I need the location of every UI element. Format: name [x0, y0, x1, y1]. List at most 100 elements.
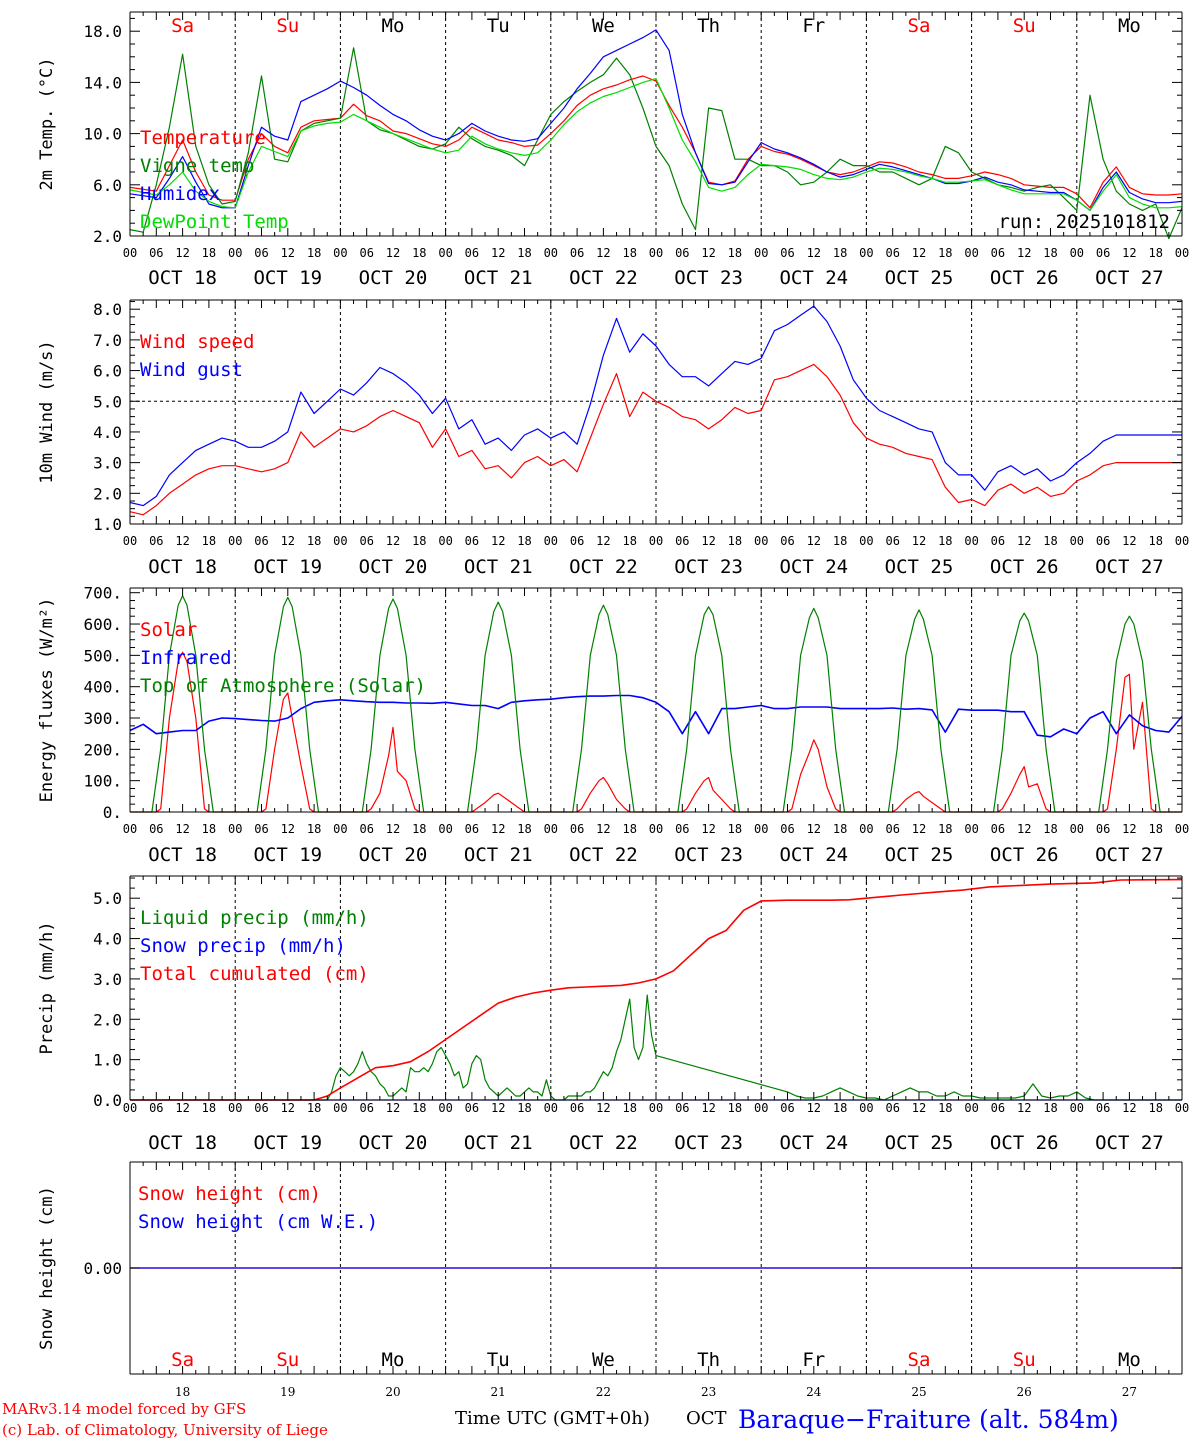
hour-tick-label: 12	[491, 1101, 505, 1115]
hour-tick-label: 00	[649, 822, 663, 836]
hour-tick-label: 12	[912, 1101, 926, 1115]
date-label: OCT 19	[253, 844, 322, 866]
hour-tick-label: 18	[517, 246, 531, 260]
y-tick-label: 400.	[83, 678, 122, 697]
hour-tick-label: 18	[1148, 822, 1162, 836]
day-name-top: Fr	[802, 15, 825, 37]
hour-tick-label: 18	[622, 1101, 636, 1115]
hour-tick-label: 06	[675, 534, 689, 548]
y-tick-label: 6.0	[93, 362, 122, 381]
date-label: OCT 22	[569, 844, 638, 866]
hour-tick-label: 00	[228, 246, 242, 260]
hour-tick-label: 12	[701, 246, 715, 260]
day-number: 23	[701, 1385, 716, 1399]
hour-tick-label: 18	[1148, 246, 1162, 260]
hour-tick-label: 12	[175, 246, 189, 260]
hour-tick-label: 00	[123, 1101, 137, 1115]
hour-tick-label: 12	[807, 534, 821, 548]
date-label: OCT 21	[464, 556, 533, 578]
hour-tick-label: 06	[465, 1101, 479, 1115]
hour-tick-label: 06	[1096, 822, 1110, 836]
hour-tick-label: 00	[1175, 822, 1189, 836]
legend-entry: Wind speed	[140, 331, 254, 353]
credit-line-2: (c) Lab. of Climatology, University of L…	[2, 1421, 328, 1439]
series-line	[129, 47, 1183, 240]
legend-entry: Solar	[140, 619, 197, 641]
hour-tick-label: 12	[807, 1101, 821, 1115]
hour-tick-label: 12	[386, 534, 400, 548]
legend-entry: Temperature	[140, 127, 266, 149]
series-line	[129, 363, 1182, 516]
day-name-bottom: Mo	[382, 1349, 405, 1371]
hour-tick-label: 06	[675, 246, 689, 260]
hour-tick-label: 00	[333, 1101, 347, 1115]
hour-tick-label: 00	[333, 534, 347, 548]
hour-tick-label: 06	[149, 1101, 163, 1115]
grid-layer	[130, 12, 1182, 1374]
hour-tick-label: 00	[859, 822, 873, 836]
date-label: OCT 25	[885, 844, 954, 866]
hour-tick-label: 06	[1096, 246, 1110, 260]
hour-tick-label: 18	[412, 534, 426, 548]
date-label: OCT 26	[990, 1132, 1059, 1154]
hour-tick-label: 18	[1148, 1101, 1162, 1115]
y-tick-label: 300.	[83, 709, 122, 728]
date-label: OCT 24	[779, 267, 848, 289]
hour-tick-label: 00	[1175, 246, 1189, 260]
hour-tick-label: 12	[1017, 246, 1031, 260]
date-label: OCT 27	[1095, 556, 1164, 578]
date-label: OCT 26	[990, 267, 1059, 289]
y-tick-label: 0.	[103, 803, 122, 822]
hour-tick-label: 06	[991, 822, 1005, 836]
hour-tick-label: 06	[465, 246, 479, 260]
date-label: OCT 20	[359, 267, 428, 289]
day-number: 21	[491, 1385, 506, 1399]
hour-tick-label: 06	[885, 822, 899, 836]
hour-tick-label: 18	[728, 534, 742, 548]
hour-tick-label: 18	[833, 822, 847, 836]
hour-tick-label: 18	[938, 246, 952, 260]
y-tick-label: 3.0	[93, 454, 122, 473]
legend-entry: Liquid precip (mm/h)	[140, 907, 369, 929]
y-tick-label: 0.00	[83, 1259, 122, 1278]
date-label: OCT 21	[464, 844, 533, 866]
y-tick-label: 6.0	[93, 176, 122, 195]
hour-tick-label: 12	[491, 246, 505, 260]
hour-tick-label: 06	[359, 1101, 373, 1115]
y-tick-label: 5.0	[93, 889, 122, 908]
date-label: OCT 20	[359, 556, 428, 578]
date-label: OCT 27	[1095, 844, 1164, 866]
hour-tick-label: 18	[728, 1101, 742, 1115]
hour-tick-label: 06	[1096, 534, 1110, 548]
y-tick-label: 3.0	[93, 970, 122, 989]
hour-tick-label: 06	[570, 246, 584, 260]
date-label: OCT 26	[990, 556, 1059, 578]
hour-tick-label: 06	[675, 1101, 689, 1115]
day-name-bottom: Su	[1013, 1349, 1036, 1371]
hour-tick-label: 12	[1122, 1101, 1136, 1115]
hour-tick-label: 06	[991, 1101, 1005, 1115]
date-label: OCT 19	[253, 556, 322, 578]
day-name-top: Th	[697, 15, 720, 37]
date-label: OCT 23	[674, 1132, 743, 1154]
day-name-top: Sa	[908, 15, 931, 37]
hour-tick-label: 12	[1017, 534, 1031, 548]
hour-tick-label: 18	[728, 246, 742, 260]
y-tick-label: 2.0	[93, 227, 122, 246]
hour-tick-label: 12	[807, 822, 821, 836]
date-label: OCT 26	[990, 844, 1059, 866]
date-label: OCT 22	[569, 556, 638, 578]
hour-tick-label: 00	[333, 822, 347, 836]
hour-tick-label: 18	[1043, 246, 1057, 260]
hour-tick-label: 12	[1017, 822, 1031, 836]
date-label: OCT 25	[885, 1132, 954, 1154]
hour-tick-label: 18	[728, 822, 742, 836]
day-number: 20	[385, 1385, 400, 1399]
hour-tick-label: 00	[964, 534, 978, 548]
x-axis-label: Time UTC (GMT+0h)	[455, 1408, 650, 1429]
legend-entry: Wind gust	[140, 359, 243, 381]
day-name-top: Su	[1013, 15, 1036, 37]
y-axis-label: Energy fluxes (W/m²)	[37, 598, 57, 803]
legend-entry: Snow precip (mm/h)	[140, 935, 346, 957]
hour-tick-label: 18	[938, 534, 952, 548]
